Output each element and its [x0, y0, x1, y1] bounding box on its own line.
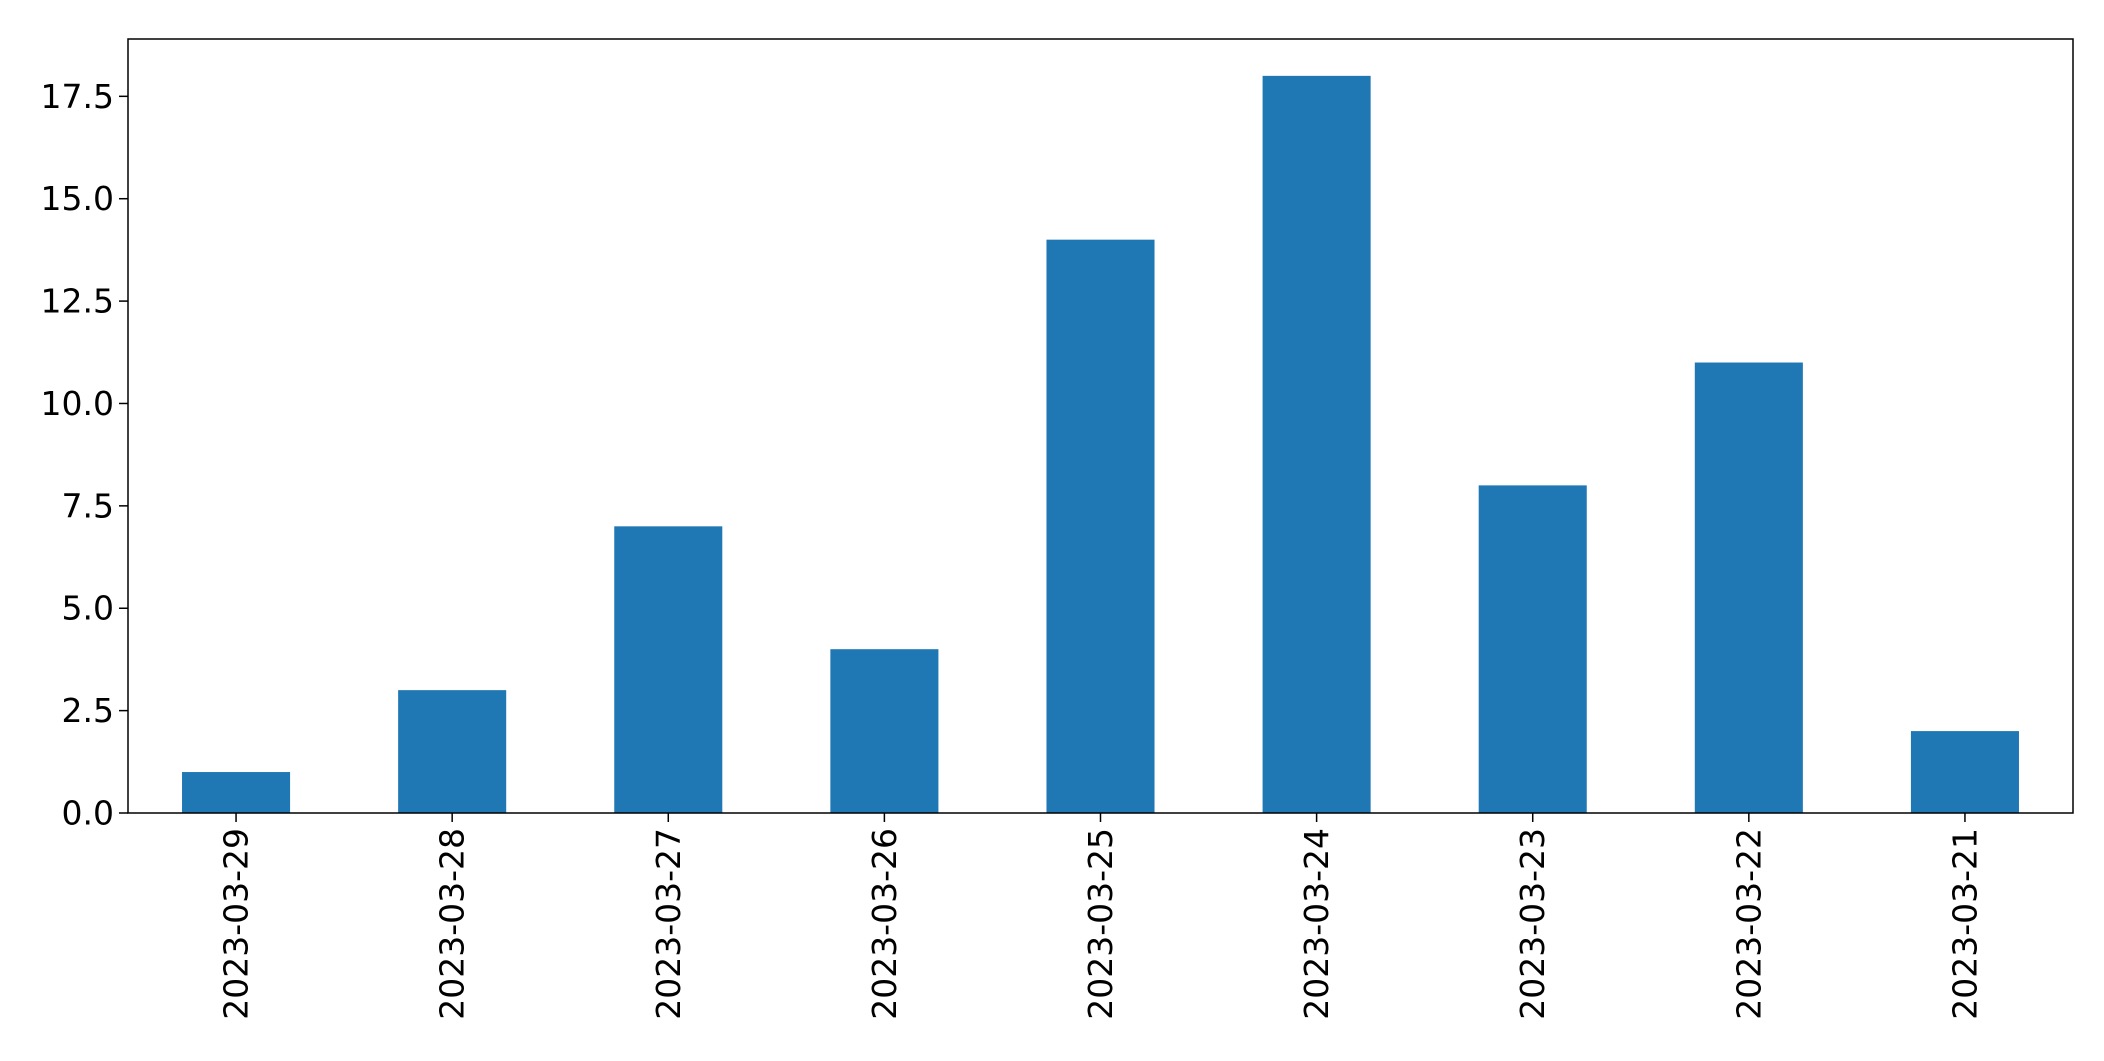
x-tick-label: 2023-03-21: [1945, 828, 1984, 1020]
bars-layer: [182, 75, 2019, 814]
y-axis: 0.0 2.5 5.0 7.5 10.0 12.5 15.0 17.5: [41, 77, 128, 833]
bar-2023-03-24: [1262, 75, 1371, 814]
x-tick-label: 2023-03-29: [217, 828, 256, 1020]
y-tick-label: 15.0: [41, 179, 114, 218]
x-tick-label: 2023-03-25: [1081, 828, 1120, 1020]
x-tick-label: 2023-03-22: [1729, 828, 1768, 1020]
bar-2023-03-25: [1046, 239, 1155, 813]
x-tick-label: 2023-03-24: [1297, 828, 1336, 1020]
bar-2023-03-26: [830, 649, 939, 813]
bar-2023-03-21: [1910, 731, 2019, 813]
bar-2023-03-23: [1478, 485, 1587, 813]
y-tick-label: 12.5: [41, 282, 114, 321]
x-tick-label: 2023-03-26: [865, 828, 904, 1020]
x-tick-label: 2023-03-27: [649, 828, 688, 1020]
bar-2023-03-22: [1694, 362, 1803, 813]
bar-2023-03-28: [398, 690, 507, 813]
y-tick-label: 7.5: [62, 486, 114, 525]
y-tick-label: 17.5: [41, 77, 114, 116]
x-tick-label: 2023-03-23: [1513, 828, 1552, 1020]
y-tick-label: 10.0: [41, 384, 114, 423]
bar-2023-03-29: [182, 772, 291, 813]
x-tick-label: 2023-03-28: [433, 828, 472, 1020]
y-tick-label: 5.0: [62, 589, 114, 628]
x-axis: 2023-03-29 2023-03-28 2023-03-27 2023-03-26…: [217, 813, 1984, 1020]
y-tick-label: 0.0: [62, 794, 114, 833]
bar-2023-03-27: [614, 526, 723, 813]
plot-area-frame: [127, 38, 2074, 814]
y-tick-label: 2.5: [62, 691, 114, 730]
